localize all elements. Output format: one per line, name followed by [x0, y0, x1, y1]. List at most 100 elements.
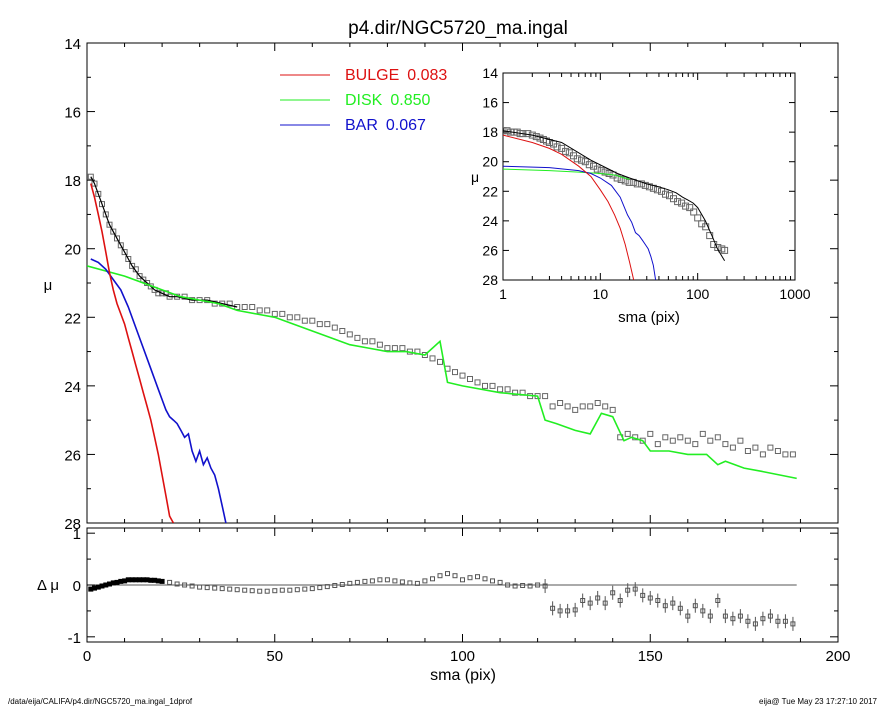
observed-marker — [309, 317, 316, 324]
y-tick-label: 26 — [64, 447, 81, 464]
observed-marker — [102, 211, 109, 218]
legend: BULGE 0.083 DISK 0.850 BAR 0.067 — [280, 67, 447, 134]
inset-observed-marker — [645, 183, 653, 191]
observed-marker — [789, 451, 796, 458]
inset-plot-area — [503, 127, 729, 280]
observed-marker — [106, 221, 113, 228]
observed-marker — [452, 369, 458, 376]
observed-marker — [564, 403, 571, 410]
observed-marker — [699, 430, 706, 437]
inset-bulge-line — [503, 134, 635, 280]
residual-marker — [610, 590, 616, 596]
legend-name: DISK — [345, 92, 383, 109]
observed-marker — [602, 403, 609, 410]
y-tick-label: 22 — [64, 310, 81, 327]
x-axis-label: sma (pix) — [430, 667, 496, 684]
observed-marker — [654, 441, 661, 448]
residual-marker — [572, 607, 578, 613]
observed-marker — [737, 437, 744, 444]
inset-observed-marker — [702, 223, 710, 231]
bulge-line — [90, 183, 175, 523]
residual-marker — [587, 600, 593, 606]
residual-marker — [497, 579, 503, 585]
inset-observed-marker — [686, 204, 694, 212]
inset-observed-marker — [585, 161, 593, 169]
observed-marker — [87, 173, 94, 180]
residual-marker — [167, 579, 173, 585]
observed-marker — [774, 448, 781, 454]
total-model-line — [90, 176, 238, 308]
inset-y-tick-label: 28 — [482, 272, 498, 288]
legend-value: 0.850 — [390, 92, 430, 109]
residual-marker — [362, 578, 368, 584]
residual-marker — [730, 616, 736, 622]
inset-observed-marker — [562, 147, 570, 155]
chart-title: p4.dir/NGC5720_ma.ingal — [348, 18, 568, 39]
inset-x-axis-label: sma (pix) — [618, 309, 680, 326]
inset-x-tick-label: 10 — [593, 286, 609, 302]
residual-marker — [535, 582, 541, 588]
residual-marker — [189, 583, 195, 589]
residual-marker — [790, 621, 796, 627]
observed-marker — [579, 403, 586, 410]
residual-marker — [317, 585, 323, 591]
residual-marker — [707, 613, 713, 619]
residual-marker — [580, 598, 586, 603]
observed-marker — [707, 437, 714, 444]
residual-marker — [279, 587, 285, 593]
residual-marker — [294, 587, 300, 593]
observed-marker — [482, 382, 488, 389]
residual-marker — [775, 618, 781, 624]
x-tick-label: 200 — [825, 648, 850, 665]
observed-marker — [95, 190, 102, 197]
residual-marker — [159, 578, 165, 584]
observed-marker — [647, 430, 654, 437]
observed-marker — [376, 341, 383, 348]
residual-marker — [264, 588, 270, 594]
residual-marker — [565, 608, 571, 614]
residual-marker — [632, 586, 638, 592]
observed-marker — [684, 437, 691, 444]
residual-marker — [309, 586, 315, 592]
residual-marker — [527, 583, 533, 589]
residual-marker — [640, 592, 646, 598]
observed-marker — [110, 228, 117, 235]
residual-marker — [602, 600, 608, 606]
main-plot-area — [87, 173, 797, 523]
observed-marker — [744, 448, 751, 454]
residual-marker — [324, 584, 330, 590]
inset-y-axis-label: μ — [471, 169, 479, 185]
observed-marker — [767, 444, 774, 451]
observed-marker — [587, 403, 594, 410]
residual-marker — [212, 585, 218, 591]
observed-marker — [286, 314, 293, 321]
residual-marker — [369, 578, 375, 584]
legend-name: BULGE — [345, 67, 399, 84]
y-tick-label: 20 — [64, 242, 81, 259]
residual-marker — [422, 578, 428, 584]
inset-y-tick-label: 18 — [482, 124, 498, 140]
residual-marker — [430, 576, 435, 582]
residual-marker — [272, 588, 278, 594]
legend-name: BAR — [345, 117, 378, 134]
observed-marker — [91, 180, 98, 187]
residual-marker — [700, 608, 706, 614]
legend-label-bulge: BULGE 0.083 — [345, 67, 447, 84]
inset-observed-marker — [593, 165, 601, 173]
residual-marker — [617, 598, 623, 603]
legend-label-disk: DISK 0.850 — [345, 92, 430, 109]
observed-marker — [782, 451, 789, 458]
inset-observed-marker — [605, 170, 613, 177]
residual-marker — [767, 613, 773, 619]
residual-marker — [512, 583, 518, 589]
residual-marker — [542, 583, 548, 589]
observed-marker — [677, 434, 684, 441]
residual-marker — [384, 577, 390, 583]
residual-marker — [354, 579, 360, 585]
bar-line — [90, 258, 227, 523]
inset-observed-marker — [694, 214, 702, 222]
residual-marker — [677, 605, 683, 611]
inset-x-tick-label: 1000 — [779, 286, 810, 302]
residual-marker — [407, 580, 413, 586]
residual-marker — [760, 616, 766, 622]
